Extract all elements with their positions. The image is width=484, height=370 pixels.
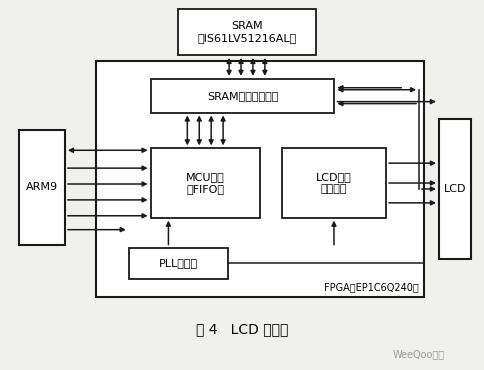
Text: LCD: LCD <box>442 184 465 194</box>
Text: MCU接口
（FIFO）: MCU接口 （FIFO） <box>185 172 224 194</box>
Text: 图 4   LCD 控制器: 图 4 LCD 控制器 <box>196 322 287 336</box>
Text: FPGA（EP1C6Q240）: FPGA（EP1C6Q240） <box>324 282 418 292</box>
Bar <box>281 148 385 218</box>
Bar <box>19 130 65 245</box>
Bar <box>150 148 259 218</box>
Text: LCD时序
控制模块: LCD时序 控制模块 <box>316 172 351 194</box>
Bar <box>438 118 469 259</box>
Text: WeeQoo维库: WeeQoo维库 <box>392 349 444 359</box>
Text: PLL锁相环: PLL锁相环 <box>158 258 197 268</box>
Bar <box>178 9 315 55</box>
Text: ARM9: ARM9 <box>26 182 58 192</box>
Bar <box>150 79 334 112</box>
Bar <box>128 248 227 279</box>
Text: SRAM读写控制模块: SRAM读写控制模块 <box>206 91 278 101</box>
Bar <box>96 61 423 297</box>
Text: SRAM
（IS61LV51216AL）: SRAM （IS61LV51216AL） <box>197 21 296 43</box>
